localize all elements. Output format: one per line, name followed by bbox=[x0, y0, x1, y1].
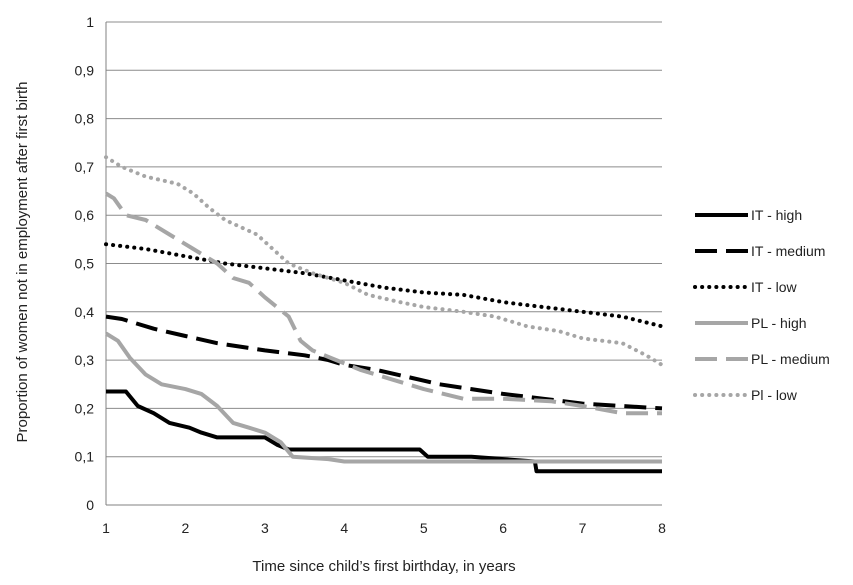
x-tick-label: 5 bbox=[420, 520, 428, 536]
legend-label-5: PL - medium bbox=[751, 351, 830, 367]
y-tick-label: 0,3 bbox=[75, 352, 95, 368]
series-line-4 bbox=[104, 331, 662, 464]
series-lines bbox=[104, 155, 664, 474]
x-tick-label: 6 bbox=[499, 520, 507, 536]
tick-labels: 0 0,1 0,2 0,3 0,4 0,5 0,6 0,7 0,8 0,9 1 1 2 3 4 5 6 7 8 bbox=[75, 14, 667, 536]
x-tick-label: 4 bbox=[340, 520, 348, 536]
y-tick-label: 1 bbox=[86, 14, 94, 30]
y-tick-label: 0,8 bbox=[75, 111, 95, 127]
legend-label-6: Pl - low bbox=[751, 387, 798, 403]
series-line-6 bbox=[104, 155, 664, 367]
y-tick-label: 0,4 bbox=[75, 304, 95, 320]
axes bbox=[105, 22, 662, 506]
x-tick-label: 2 bbox=[182, 520, 190, 536]
y-tick-label: 0,5 bbox=[75, 256, 95, 272]
series-line-5 bbox=[104, 191, 662, 416]
y-tick-label: 0,7 bbox=[75, 159, 95, 175]
x-tick-label: 3 bbox=[261, 520, 269, 536]
legend-label-3: IT - low bbox=[751, 279, 798, 295]
y-axis-title: Proportion of women not in employment af… bbox=[14, 82, 31, 443]
y-tick-label: 0,2 bbox=[75, 400, 95, 416]
x-tick-label: 1 bbox=[102, 520, 110, 536]
y-tick-label: 0,9 bbox=[75, 62, 95, 78]
x-axis-title: Time since child’s first birthday, in ye… bbox=[252, 558, 515, 575]
x-tick-label: 8 bbox=[658, 520, 666, 536]
series-line-2 bbox=[105, 314, 663, 411]
y-tick-label: 0 bbox=[86, 497, 94, 513]
legend-label-1: IT - high bbox=[751, 207, 802, 223]
y-tick-label: 0,1 bbox=[75, 449, 95, 465]
grid-lines bbox=[106, 21, 662, 458]
x-tick-label: 7 bbox=[579, 520, 587, 536]
legend: IT - high IT - medium IT - low PL - high PL … bbox=[693, 207, 830, 403]
legend-label-4: PL - high bbox=[751, 315, 807, 331]
legend-label-2: IT - medium bbox=[751, 243, 825, 259]
series-line-3 bbox=[104, 242, 664, 329]
y-tick-label: 0,6 bbox=[75, 207, 95, 223]
